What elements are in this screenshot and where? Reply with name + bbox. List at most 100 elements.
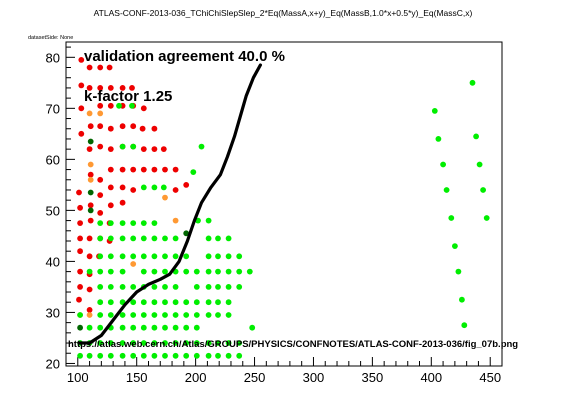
green-point [119, 235, 126, 242]
green-point [172, 253, 179, 260]
green-point [183, 352, 190, 359]
green-point [236, 284, 243, 290]
green-point [97, 352, 104, 359]
green-point [193, 324, 200, 331]
red-point [87, 123, 94, 130]
green-point [162, 312, 168, 318]
red-point [107, 146, 114, 153]
green-point [130, 220, 137, 227]
green-point [86, 324, 93, 331]
green-point [162, 268, 168, 275]
red-point [107, 125, 114, 132]
red-point [86, 146, 93, 153]
green-point [172, 299, 179, 306]
green-point [107, 340, 114, 346]
green-point [151, 340, 158, 346]
green-point [205, 217, 212, 224]
red-point [77, 268, 83, 275]
green-point [225, 352, 232, 359]
red-point [86, 307, 93, 313]
green-point [205, 340, 212, 346]
orange-point [86, 110, 93, 117]
green-point [193, 312, 200, 318]
green-point [198, 143, 205, 150]
green-point [225, 312, 232, 318]
green-point [130, 312, 137, 318]
green-point [130, 253, 137, 260]
red-point [183, 182, 190, 188]
green-point [225, 299, 232, 306]
x-tick-label: 100 [67, 370, 89, 385]
orange-point [130, 261, 137, 267]
green-point [107, 352, 114, 359]
red-point [162, 166, 168, 173]
orange-point [162, 194, 168, 201]
red-point [130, 166, 137, 173]
red-point [107, 166, 114, 173]
darkgreen-point [87, 138, 94, 145]
green-point [107, 220, 114, 227]
red-point [151, 166, 158, 173]
green-point [151, 184, 158, 191]
green-point [119, 268, 126, 275]
green-point [77, 312, 83, 318]
red-point [107, 184, 114, 191]
green-point [172, 284, 179, 290]
green-point [205, 253, 212, 260]
chart-title: ATLAS-CONF-2013-036_TChiChiSlepSlep_2*Eq… [94, 8, 473, 18]
y-tick-label: 20 [46, 356, 60, 371]
y-tick-label: 50 [46, 203, 60, 218]
red-point [130, 123, 137, 130]
green-point [86, 352, 93, 359]
green-point [183, 340, 190, 346]
green-point [205, 284, 212, 290]
green-point [162, 299, 168, 306]
green-point [119, 253, 126, 260]
green-point [119, 284, 126, 290]
green-point [97, 235, 104, 242]
green-point [130, 235, 137, 242]
axis-tick-labels: 100 150 200 250 300 350 400 450 20 30 40 50 60 70 80 [46, 50, 502, 385]
green-point [225, 268, 232, 275]
red-point [78, 82, 85, 89]
green-point [190, 169, 197, 176]
green-point [97, 340, 104, 346]
red-point [87, 202, 94, 209]
green-point [97, 324, 104, 331]
green-point [140, 340, 147, 346]
green-point [236, 340, 243, 346]
red-point [77, 220, 83, 227]
red-point [97, 176, 104, 183]
red-point [78, 105, 85, 112]
red-point [77, 204, 83, 211]
green-point [483, 215, 490, 221]
red-point [160, 146, 167, 153]
darkgreen-point [77, 324, 83, 331]
red-point [97, 123, 104, 130]
red-point [86, 64, 93, 71]
red-point [172, 166, 179, 173]
green-point [435, 136, 442, 142]
red-point [78, 57, 85, 63]
green-point [140, 312, 147, 318]
green-point [225, 340, 232, 346]
plot-frame [65, 41, 503, 367]
green-point [172, 235, 179, 242]
red-point [86, 253, 93, 260]
red-point [140, 105, 147, 112]
green-point [130, 352, 137, 359]
green-point [162, 284, 168, 290]
green-point [193, 340, 200, 346]
orange-point [86, 312, 93, 318]
red-point [86, 85, 93, 91]
red-point [107, 102, 114, 109]
red-point [97, 64, 104, 71]
green-point [236, 352, 243, 359]
green-point [107, 253, 114, 260]
green-point [151, 284, 158, 290]
green-point [193, 352, 200, 359]
red-point [78, 130, 85, 137]
x-tick-label: 200 [185, 370, 207, 385]
red-point [77, 235, 83, 242]
